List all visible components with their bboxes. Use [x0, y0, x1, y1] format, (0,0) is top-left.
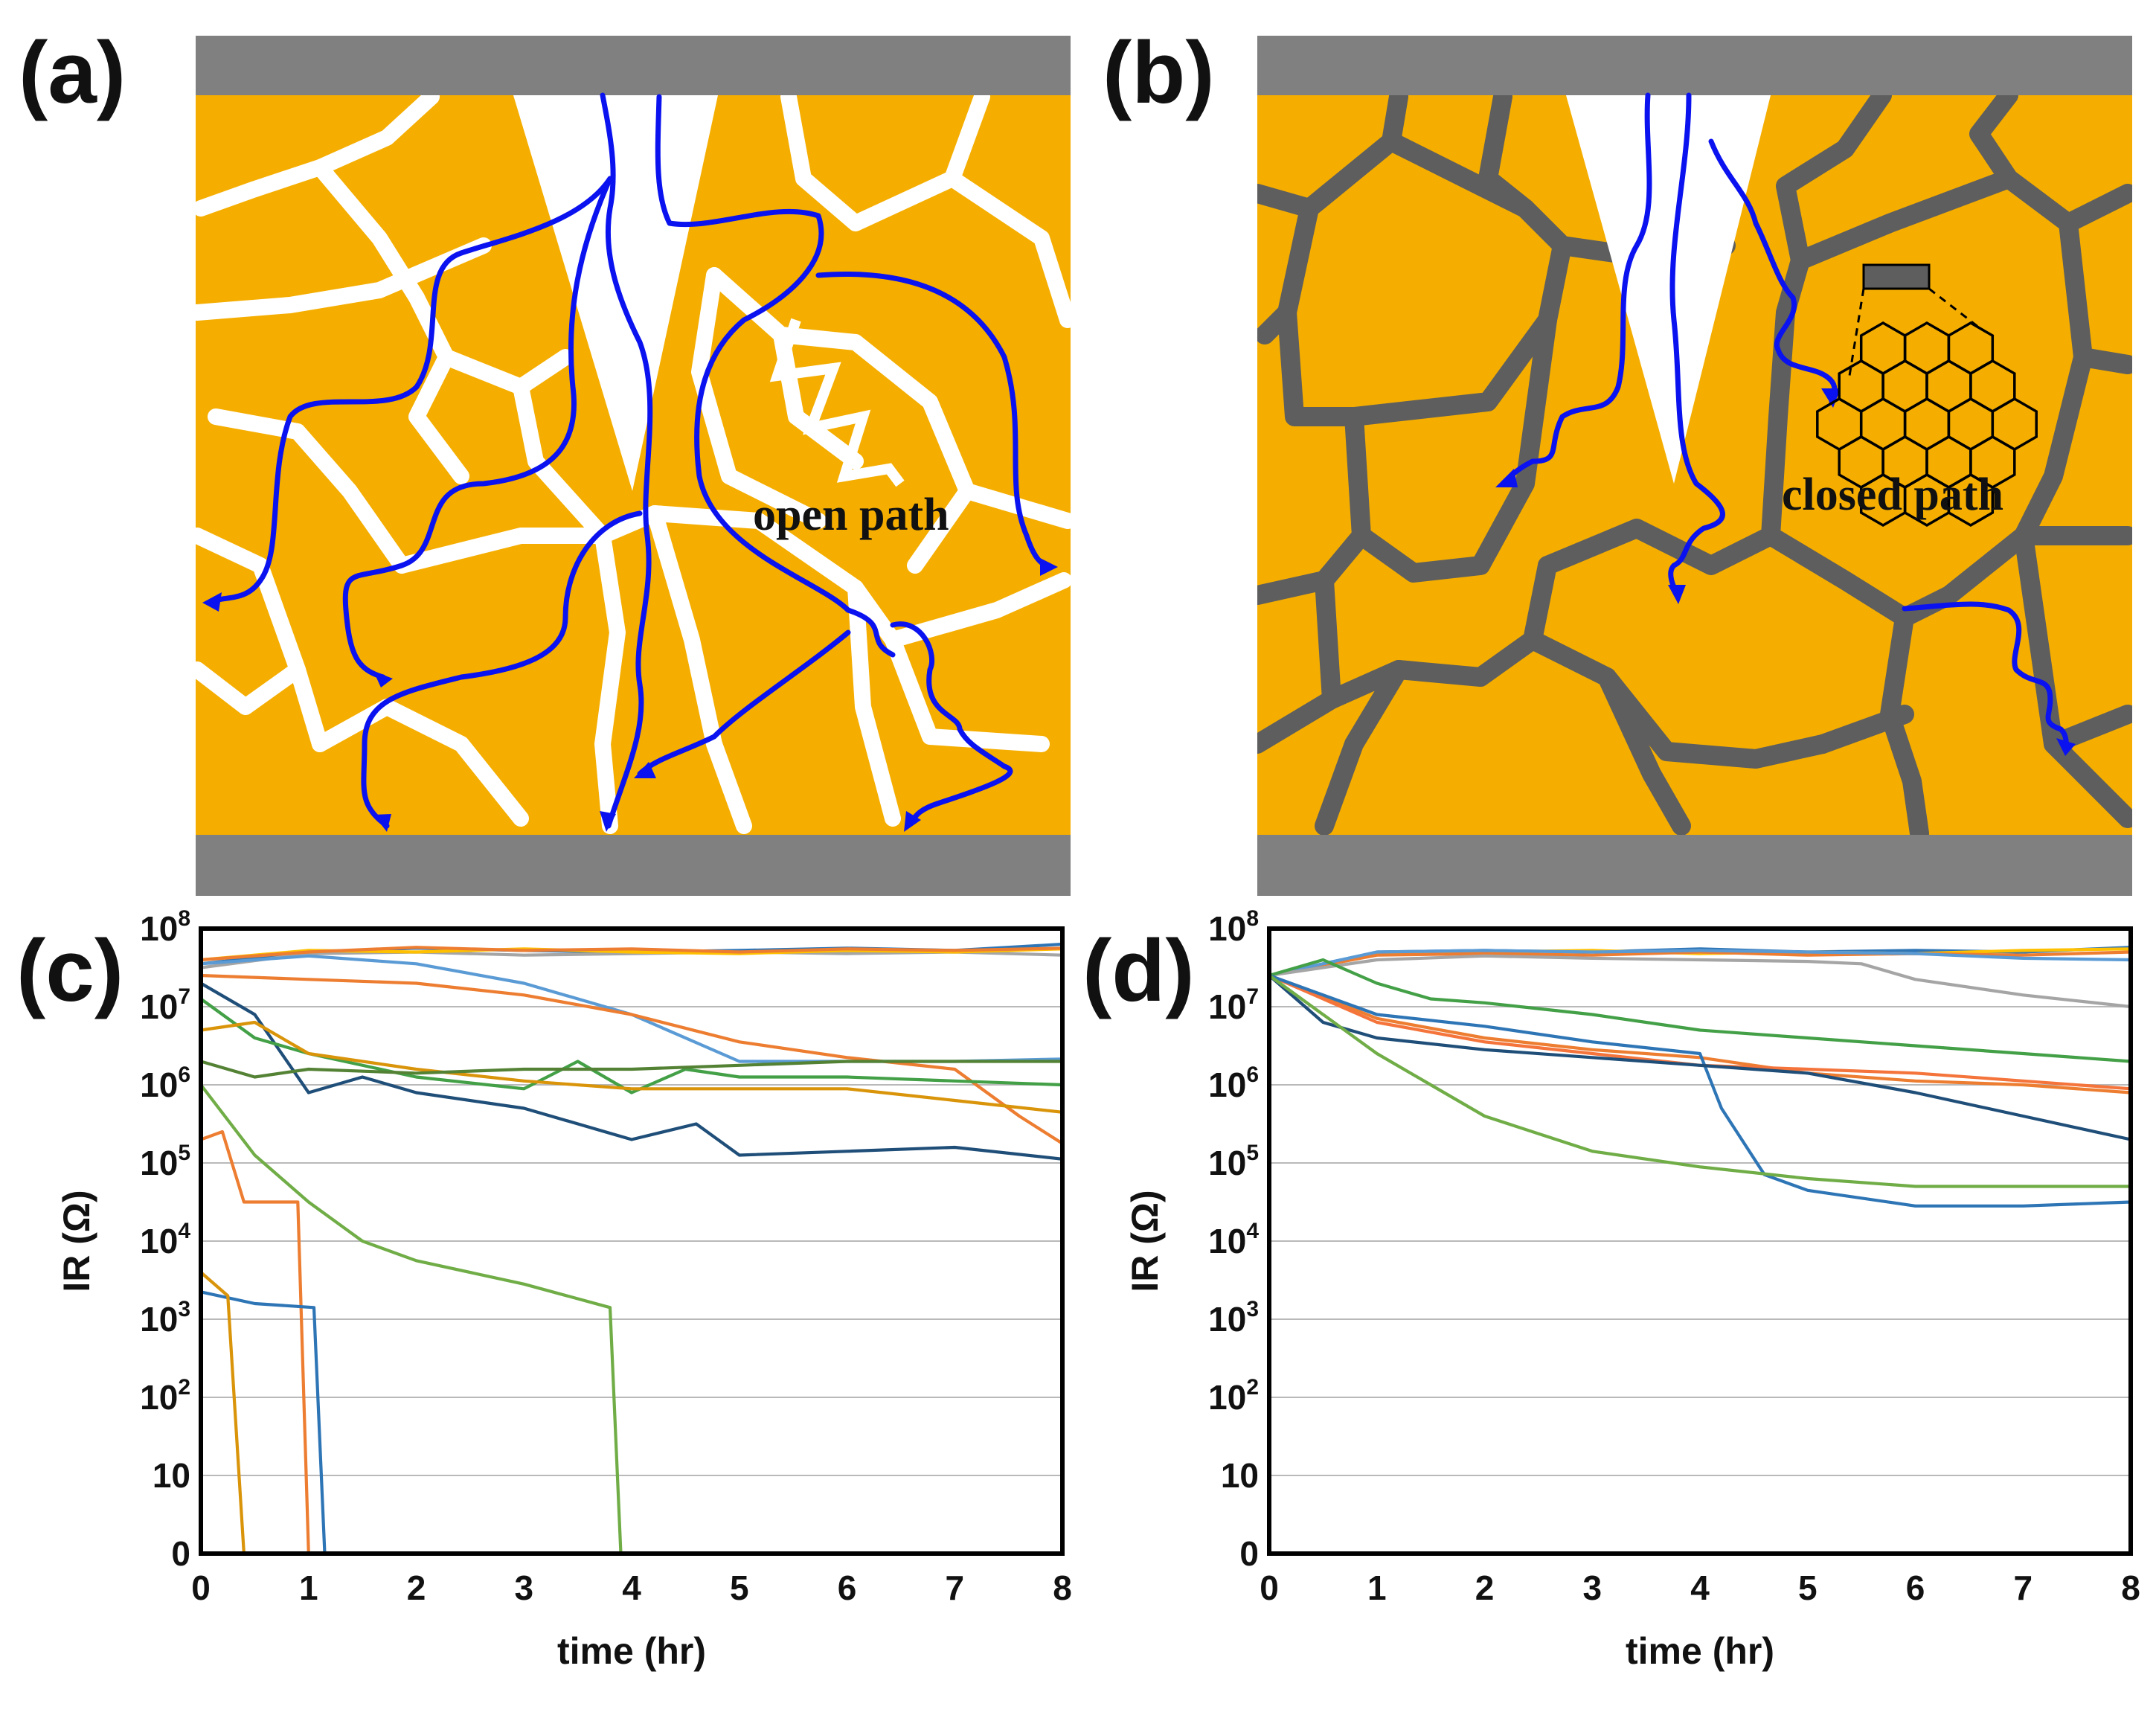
plot-frame [199, 926, 1065, 1556]
arrowheads-b [1495, 388, 2076, 756]
x-tick-label: 3 [1582, 1568, 1602, 1607]
x-tick-label: 8 [2121, 1568, 2140, 1607]
x-tick-label: 2 [407, 1568, 426, 1607]
panel-label-b: (b) [1103, 24, 1215, 122]
y-tick-label: 105 [140, 1141, 190, 1182]
arrowheads-a [202, 558, 1058, 832]
x-tick-label: 0 [191, 1568, 211, 1607]
x-tick-label: 6 [1906, 1568, 1925, 1607]
series-line-d4 [1267, 949, 2133, 978]
leakage-paths-b [1500, 92, 2071, 751]
y-tick-label: 105 [1208, 1141, 1259, 1182]
closed-path-label: closed path [1782, 469, 2003, 520]
series-line-d5 [1267, 954, 2133, 1009]
x-tick-label: 4 [622, 1568, 641, 1607]
grain-boundaries-coated [1257, 95, 2132, 835]
series-line-d10 [1267, 973, 2133, 1141]
zoom-line-right [1928, 287, 1980, 329]
x-tick-label: 8 [1053, 1568, 1072, 1607]
series-line-c11 [199, 1083, 623, 1556]
panel-label-c: (c) [16, 922, 123, 1020]
panel-b: (b) closed path [1103, 24, 2132, 896]
y-tick-label: 10 [153, 1456, 190, 1495]
series-line-d9 [1267, 973, 2133, 1208]
y-axis-title: IR (Ω) [1124, 1190, 1166, 1292]
x-tick-label: 2 [1475, 1568, 1495, 1607]
series-line-c14 [199, 1270, 246, 1556]
x-tick-label: 1 [299, 1568, 318, 1607]
series-line-c4 [199, 946, 1065, 962]
coating-zoom-box [1862, 263, 1931, 290]
open-path-label: open path [753, 490, 949, 540]
series-line-c6 [199, 973, 1065, 1145]
y-tick-label: 103 [140, 1297, 190, 1339]
top-electrode-a [196, 36, 1071, 95]
x-axis-title: time (hr) [557, 1630, 706, 1672]
grain-boundaries-open [196, 95, 1071, 834]
y-tick-label: 10 [1221, 1456, 1259, 1495]
series-line-d11 [1267, 973, 2133, 1188]
y-tick-label: 104 [1208, 1219, 1259, 1260]
x-tick-label: 5 [730, 1568, 749, 1607]
y-tick-label: 107 [140, 984, 190, 1026]
bottom-electrode-a [196, 835, 1071, 896]
y-tick-label: 0 [171, 1534, 190, 1573]
y-tick-label: 102 [140, 1375, 190, 1417]
x-tick-label: 3 [514, 1568, 533, 1607]
x-tick-label: 7 [945, 1568, 964, 1607]
graphene-ring [1947, 472, 1995, 528]
zigzag-crack-a [769, 318, 905, 487]
series-line-d6 [1267, 958, 2133, 1063]
y-tick-label: 106 [140, 1063, 190, 1104]
y-tick-label: 107 [1208, 984, 1259, 1026]
chart-panel-c: (c) 0 10 102 103 104 105 106 107 108 0 1 2 3 4 5 6 7 8 tim… [16, 906, 1072, 1672]
series-line-c8 [199, 997, 1065, 1095]
panel-label-a: (a) [19, 24, 126, 122]
x-tick-label: 4 [1690, 1568, 1710, 1607]
y-tick-label: 104 [140, 1219, 190, 1260]
x-tick-label: 1 [1367, 1568, 1387, 1607]
zoom-line-left [1848, 288, 1865, 376]
y-tick-label: 108 [1208, 906, 1259, 948]
y-tick-label: 103 [1208, 1297, 1259, 1339]
x-axis-title: time (hr) [1626, 1630, 1774, 1672]
y-tick-label: 0 [1239, 1534, 1259, 1573]
y-axis-title: IR (Ω) [56, 1190, 97, 1292]
plot-frame [1267, 926, 2133, 1556]
chart-d: 0 10 102 103 104 105 106 107 108 0 1 2 3 4 5 6 7 8 time (h… [1124, 906, 2140, 1672]
y-tick-label: 106 [1208, 1063, 1259, 1104]
series-line-c10 [199, 1060, 1065, 1079]
bottom-electrode-b [1257, 835, 2132, 896]
crack-wedge-b [1566, 95, 1771, 484]
y-tick-label: 108 [140, 906, 190, 948]
x-tick-label: 0 [1260, 1568, 1279, 1607]
series-line-c7 [199, 981, 1065, 1161]
series-line-c12 [199, 1129, 310, 1556]
x-tick-label: 6 [838, 1568, 857, 1607]
x-tick-label: 7 [2013, 1568, 2033, 1607]
leakage-paths-a [207, 92, 1052, 829]
crack-wedge-a [513, 95, 718, 491]
chart-c: 0 10 102 103 104 105 106 107 108 0 1 2 3 4 5 6 7 8 time (h… [56, 906, 1072, 1672]
panel-label-d: (d) [1082, 922, 1195, 1020]
chart-panel-d: (d) 0 10 102 103 104 105 106 107 108 0 1 2 3 4 5 6 7 8 tim… [1082, 906, 2140, 1672]
series-line-c9 [199, 1020, 1065, 1114]
panel-a: (a) open path [19, 24, 1071, 896]
top-electrode-b [1257, 36, 2132, 95]
y-tick-label: 102 [1208, 1375, 1259, 1417]
graphene-hexagon-icon [1816, 321, 2038, 528]
x-tick-label: 5 [1798, 1568, 1817, 1607]
